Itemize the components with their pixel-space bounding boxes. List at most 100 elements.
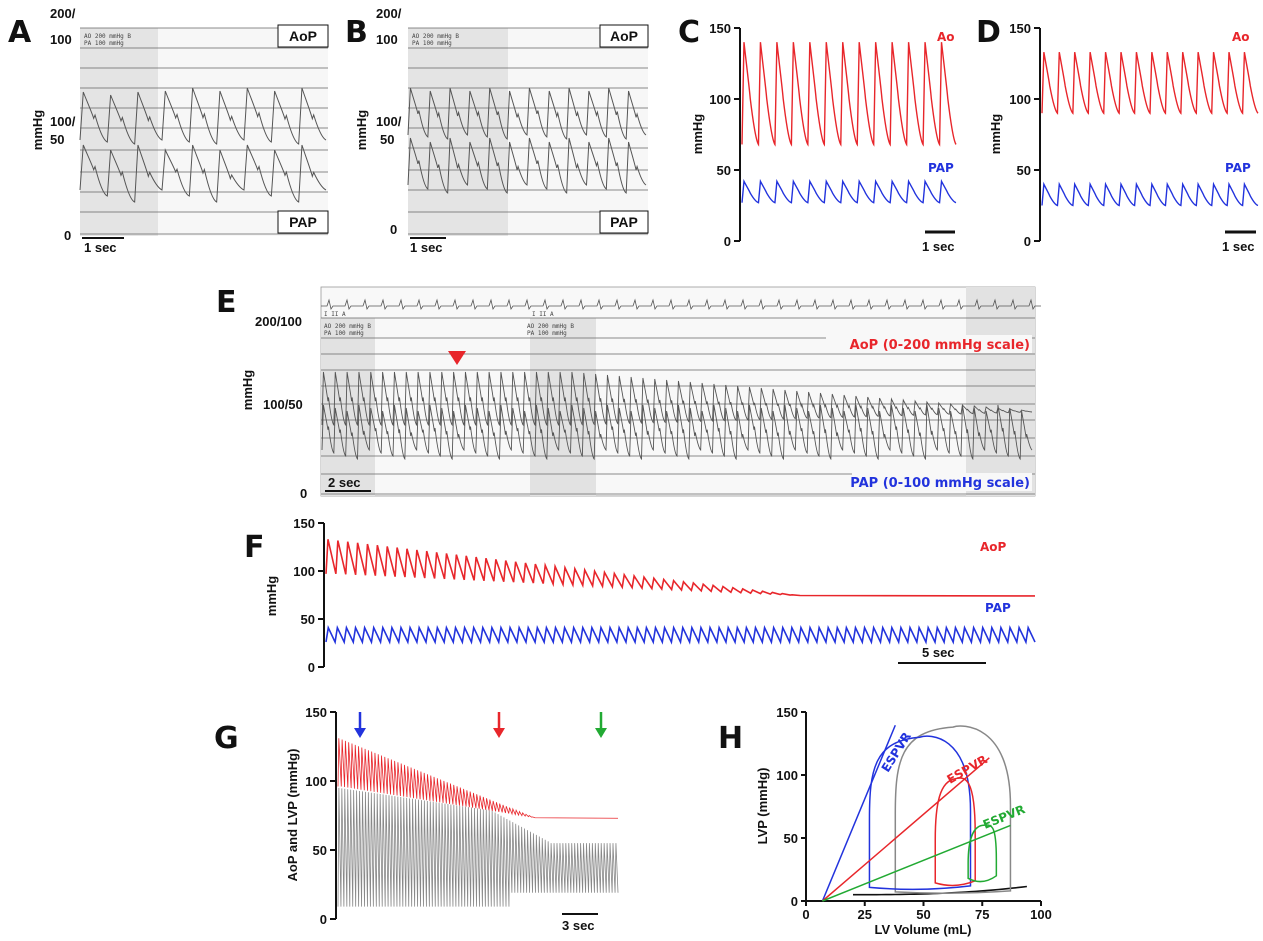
panel-label-f: F [244,530,265,565]
series-g-lvp [337,787,619,907]
ytick-a-2: 100/ [50,114,76,129]
panel-h-y-tick-label: 0 [791,894,798,909]
header-a-0: AO 200 mmHg B [84,33,131,40]
annotation-bg-e-aop [826,335,1032,353]
panel-h-x-tick-label: 100 [1030,907,1052,922]
series-a-aop [79,87,327,145]
series-c-pap [741,178,957,204]
yticks-f: 150 100 50 0 [293,516,324,675]
espvr-line [821,757,990,902]
panel-h-y-tick-label: 100 [776,768,798,783]
panel-label-a: A [8,15,32,50]
chart-shade-e-1 [321,318,375,496]
ytick-e-0: 200/100 [255,314,302,329]
series-d-ao [1041,52,1259,115]
yticks-c: 150 100 50 0 [709,21,740,249]
panel-d-y-tick-label: 0 [1024,234,1031,249]
panel-g-y-tick-label: 50 [313,843,327,858]
panel-g: G 150 100 50 0 AoP and LVP (mmHg) 3 sec [214,705,619,933]
ecg-label-e-0: I II A [324,311,346,318]
scalebar-b-label: 1 sec [410,240,443,255]
panel-c-y-tick-label: 0 [724,234,731,249]
panel-label-h: H [718,721,743,756]
panel-label-g: G [214,721,239,756]
down-arrow-icon [354,712,366,738]
ytick-e-1: 100/50 [263,397,303,412]
panel-f-y-tick-label: 50 [301,612,315,627]
panel-g-y-tick-label: 0 [320,912,327,927]
scalebar-d-label: 1 sec [1222,239,1255,254]
scalebar-c-label: 1 sec [922,239,955,254]
box-aop-b [599,24,649,48]
panel-f-y-tick-label: 100 [293,564,315,579]
header-b-1: PA 100 mmHg [412,40,452,47]
series-d-ao-label: Ao [1232,30,1250,44]
panel-h-x-tick-label: 75 [975,907,989,922]
annotation-bg-e-pap [852,473,1032,491]
panel-c: C 150 100 50 0 mmHg Ao PAP 1 sec [678,15,957,254]
panel-d-y-tick-label: 150 [1009,21,1031,36]
series-f-aop [325,539,1036,597]
ylabel-e: mmHg [240,370,255,411]
ytick-a-0: 200/ [50,6,76,21]
ylabel-f: mmHg [264,576,279,617]
panel-d: D 150 100 50 0 mmHg Ao PAP 1 sec [976,15,1259,254]
yticks-g: 150 100 50 0 [305,705,336,927]
series-b-aop [407,87,647,140]
panel-c-y-tick-label: 50 [717,163,731,178]
annotation-e-aop: AoP (0-200 mmHg scale) [850,338,1030,353]
panel-f: F 150 100 50 0 mmHg AoP PAP 5 sec [244,516,1036,675]
ytick-b-0: 200/ [376,6,402,21]
ytick-b-3: 50 [380,132,394,147]
series-g-aop [337,738,619,819]
box-pap-b-label: PAP [610,214,638,230]
series-c-ao-label: Ao [937,30,955,44]
yticks-d: 150 100 50 0 [1009,21,1040,249]
annotation-e-pap: PAP (0-100 mmHg scale) [850,476,1030,491]
ticks-h: 0 25 50 75 100 0 50 100 150 [776,705,1052,922]
pv-loop [868,735,972,891]
panel-label-b: B [345,15,368,50]
panel-label-d: D [976,15,1001,50]
box-pap-b [599,210,649,234]
panel-c-y-tick-label: 150 [709,21,731,36]
panel-label-c: C [678,15,700,50]
down-arrow-icon [493,712,505,738]
header-e-3: PA 100 mmHg [527,330,567,337]
ylabel-a: mmHg [30,110,45,151]
panel-c-y-tick-label: 100 [709,92,731,107]
panel-f-y-tick-label: 0 [308,660,315,675]
panel-h-x-tick-label: 50 [916,907,930,922]
header-a-1: PA 100 mmHg [84,40,124,47]
header-e-1: PA 100 mmHg [324,330,364,337]
box-pap-a-label: PAP [289,214,317,230]
ytick-a-4: 0 [64,228,71,243]
box-aop-b-label: AoP [610,28,638,44]
series-f-pap-label: PAP [985,601,1011,615]
header-e-2: AO 200 mmHg B [527,323,574,330]
panel-f-y-tick-label: 150 [293,516,315,531]
scalebar-e-label: 2 sec [328,475,361,490]
ecg-label-e-1: I II A [532,311,554,318]
series-b-pap [407,137,647,194]
pv-loop [934,777,976,887]
panel-g-y-tick-label: 150 [305,705,327,720]
series-e-pap [321,404,1033,461]
panel-e: E I II A I II A AO 200 mmHg B PA 100 mmH… [216,285,1041,501]
chart-shade-a [80,28,158,236]
ylabel-b: mmHg [354,110,369,151]
box-pap-a [277,210,329,234]
pv-loops [821,724,1027,902]
series-a-pap [79,144,327,203]
scalebar-a-label: 1 sec [84,240,117,255]
down-triangle-marker-icon [448,351,466,365]
panel-h-x-tick-label: 25 [858,907,872,922]
ylabel-c: mmHg [690,114,705,155]
series-d-pap-label: PAP [1225,161,1251,175]
panel-d-y-tick-label: 50 [1017,163,1031,178]
header-e-0: AO 200 mmHg B [324,323,371,330]
espvr-line [822,824,1011,902]
header-b-0: AO 200 mmHg B [412,33,459,40]
pv-loop [894,725,1012,894]
